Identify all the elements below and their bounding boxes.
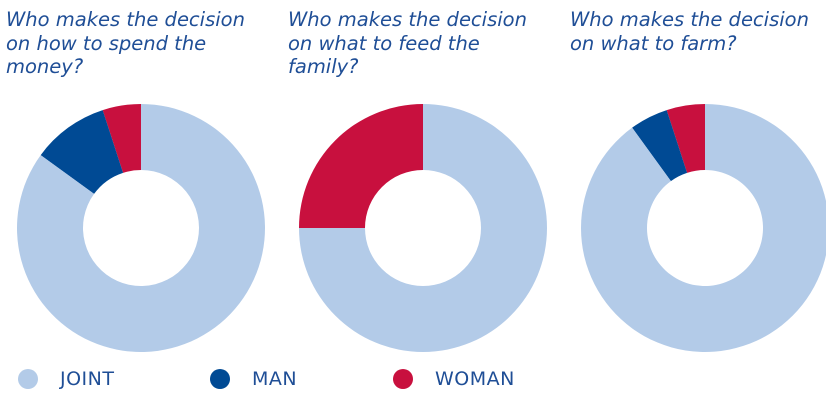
legend-swatch-man bbox=[210, 369, 230, 389]
legend-swatch-woman bbox=[393, 369, 413, 389]
legend-item-joint: JOINT bbox=[18, 368, 114, 390]
donut-chart bbox=[299, 104, 547, 352]
slice-woman bbox=[666, 104, 705, 173]
legend-label: WOMAN bbox=[435, 368, 515, 390]
chart-title: Who makes the decision on how to spend t… bbox=[6, 8, 245, 78]
chart-title: Who makes the decision on what to feed t… bbox=[288, 8, 527, 78]
slice-woman bbox=[299, 104, 423, 228]
chart-title: Who makes the decision on what to farm? bbox=[570, 8, 809, 55]
legend-label: MAN bbox=[252, 368, 298, 390]
donut-chart bbox=[17, 104, 266, 352]
donut-chart bbox=[581, 104, 826, 352]
slice-joint bbox=[581, 104, 826, 352]
legend-item-woman: WOMAN bbox=[393, 368, 515, 390]
legend: JOINT MAN WOMAN bbox=[0, 368, 826, 396]
legend-label: JOINT bbox=[60, 368, 115, 390]
legend-swatch-joint bbox=[18, 369, 38, 389]
chart-panel-what-to-farm: Who makes the decision on what to farm? bbox=[564, 0, 826, 360]
chart-panel-spend-money: Who makes the decision on how to spend t… bbox=[0, 0, 282, 360]
slice-man bbox=[40, 110, 124, 194]
slice-joint bbox=[299, 104, 547, 352]
chart-panel-feed-family: Who makes the decision on what to feed t… bbox=[282, 0, 564, 360]
slice-joint bbox=[17, 104, 266, 352]
slice-man bbox=[632, 110, 688, 182]
legend-item-man: MAN bbox=[210, 368, 297, 390]
slice-woman bbox=[102, 104, 141, 173]
